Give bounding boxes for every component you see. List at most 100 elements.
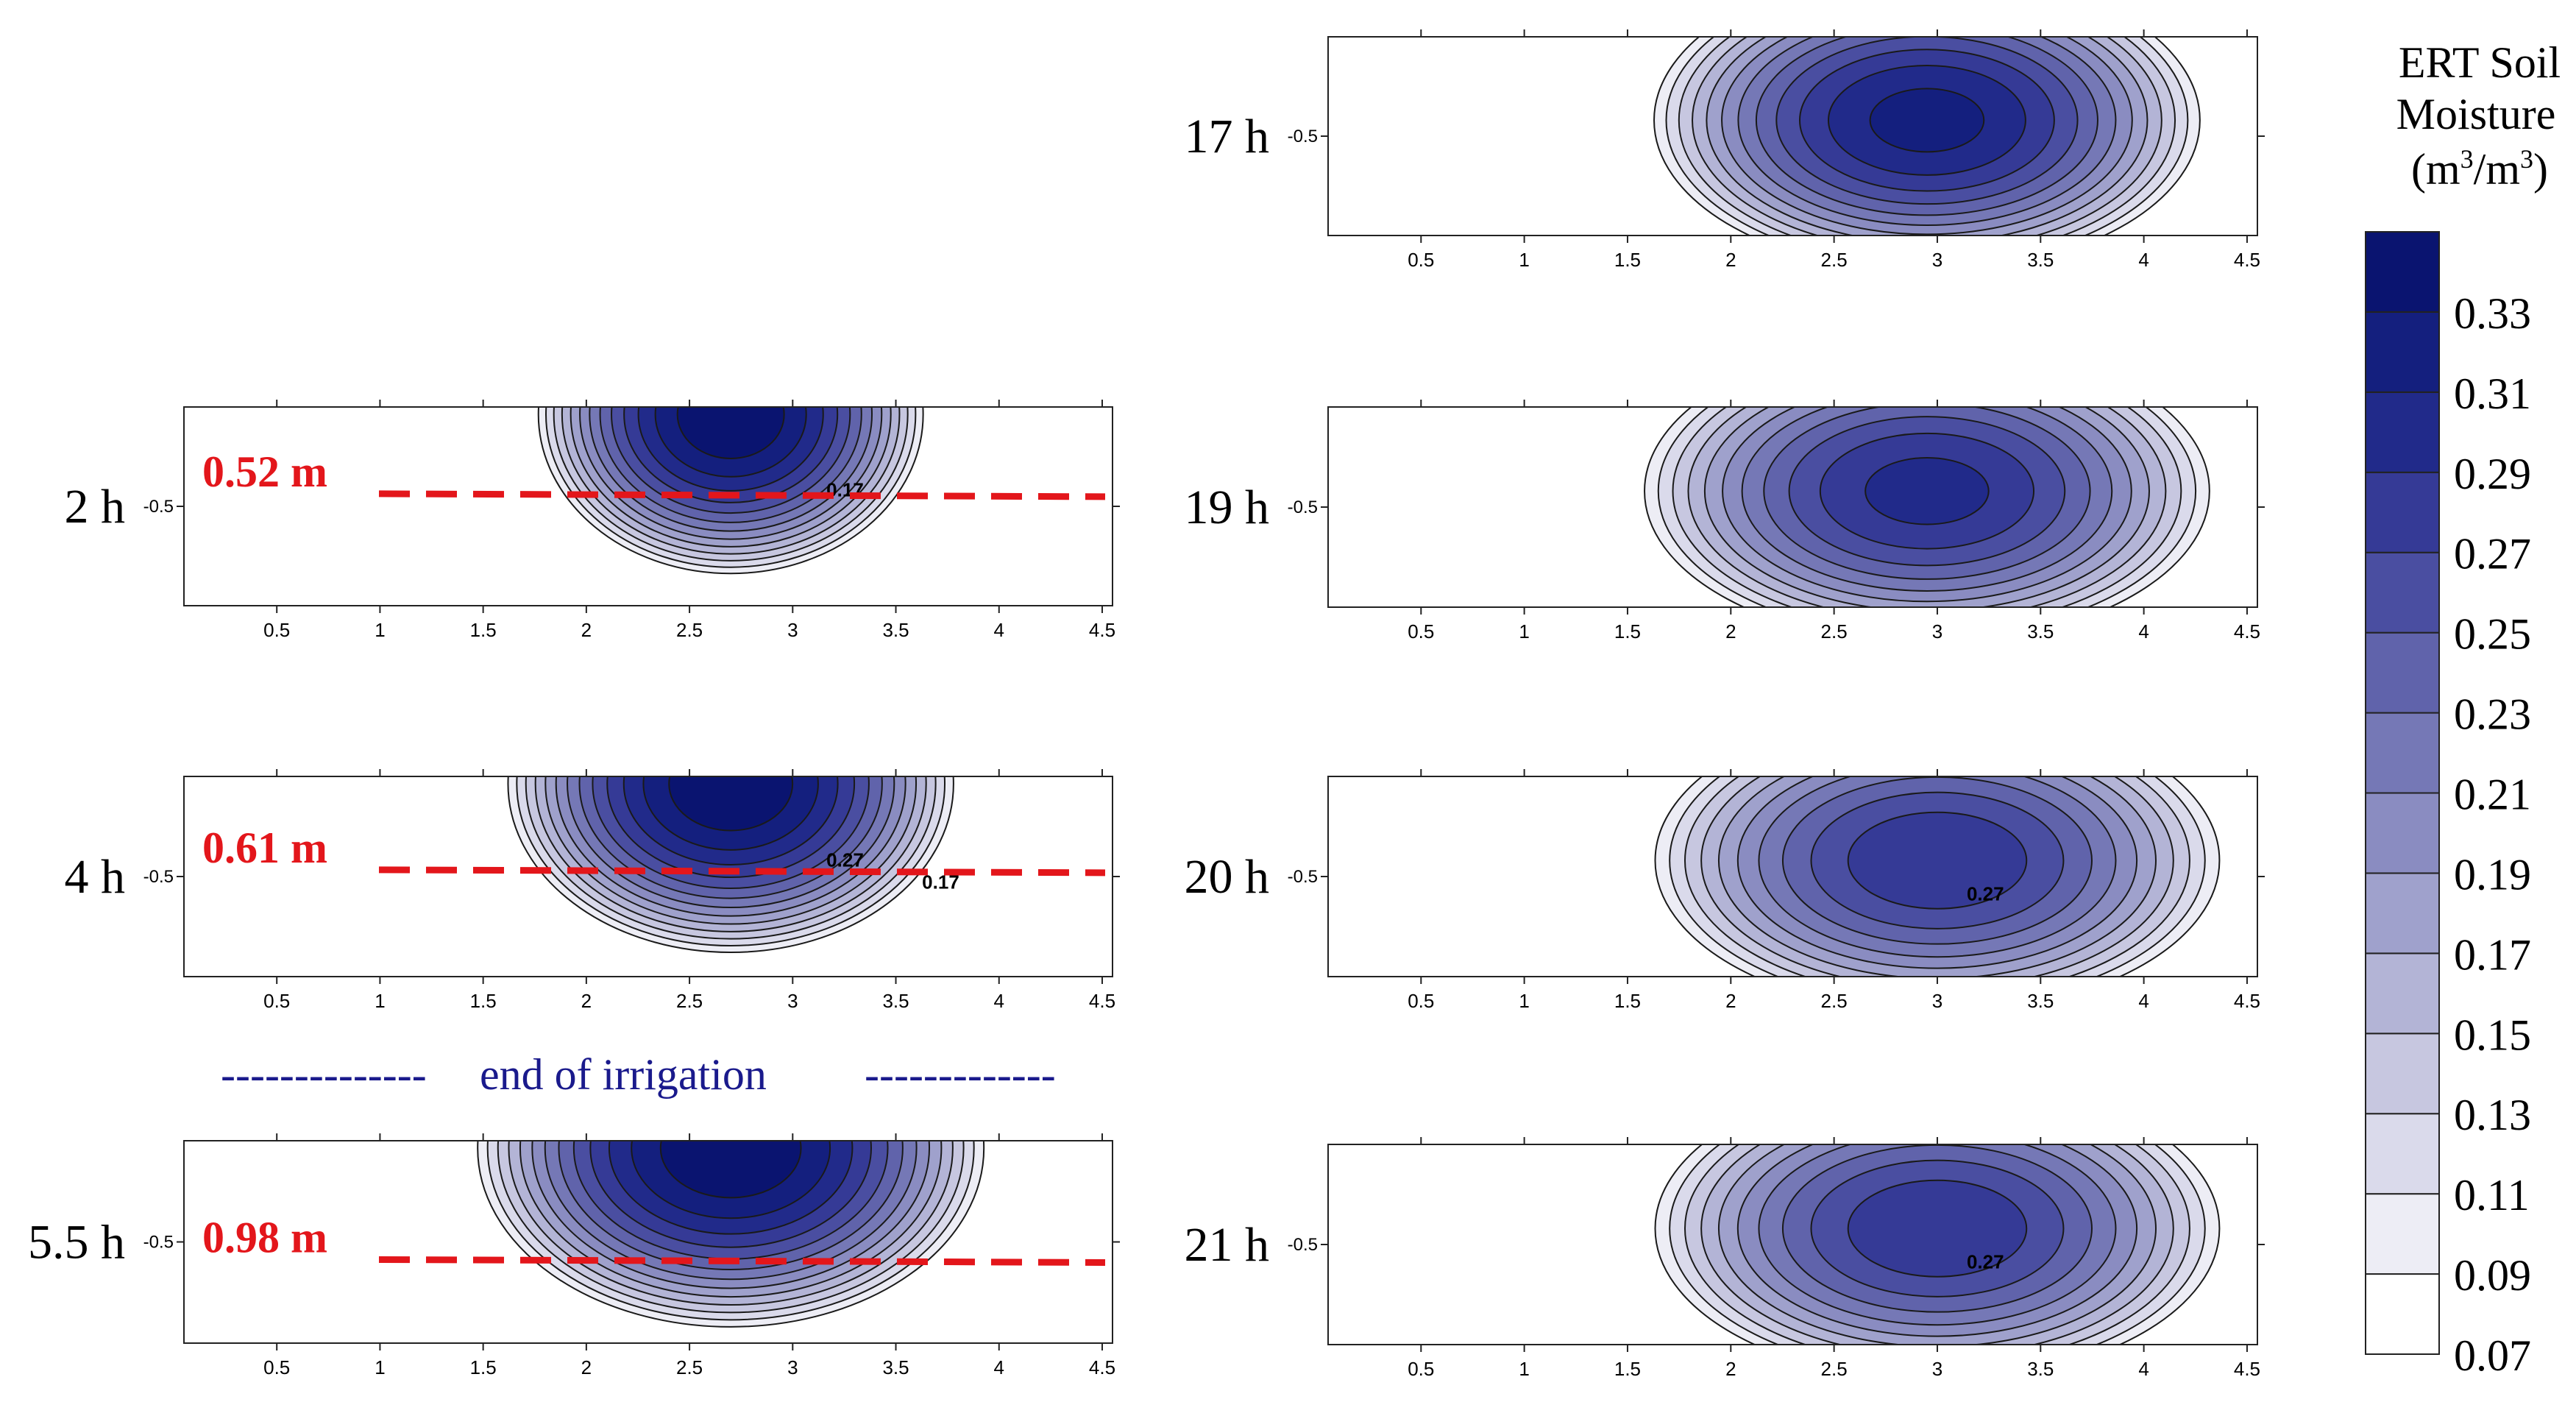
panel-1: 0.5 1 1.5 2 2.5 3 3.5 4 4.5-0.54 h 0.270.170.61 m [65,769,1120,1012]
panel-6: 0.5 1 1.5 2 2.5 3 3.5 4 4.5 -0.5 21 h 0.27 [1185,1137,2265,1380]
y-tick-label: -0.5 [143,1233,174,1253]
colorbar-swatch [2365,471,2440,553]
contour-band-13 [676,407,785,459]
x-tick-label: 3 [1932,249,1942,271]
colorbar-swatch [2365,712,2440,794]
x-tick-label: 0.5 [1408,620,1434,642]
x-tick-label: 3.5 [2027,249,2054,271]
panel-0-field [184,407,1113,606]
x-tick-label: 4 [2138,1358,2149,1380]
panel-5-field [1328,776,2257,977]
wetting-front-depth-label: 0.98 m [202,1213,327,1261]
x-tick-label: 0.5 [263,1356,290,1378]
x-tick-label: 3.5 [2027,990,2054,1012]
y-tick-label: -0.5 [1288,867,1318,887]
x-tick-label: 4.5 [2234,1358,2260,1380]
colorbar-tick-label: 0.19 [2454,850,2531,899]
colorbar-tick-label: 0.17 [2454,930,2531,979]
x-tick-label: 3 [787,1356,798,1378]
x-tick-label: 4.5 [1089,619,1115,641]
x-tick-label: 2.5 [676,619,703,641]
colorbar-tick-label: 0.09 [2454,1251,2531,1300]
panel-2-field [184,1141,1113,1343]
x-tick-label: 1 [1519,249,1529,271]
wetting-front-depth-label: 0.61 m [202,824,327,872]
x-tick-label: 1.5 [1614,249,1641,271]
x-tick-label: 3 [1932,990,1942,1012]
x-tick-label: 2 [581,990,592,1012]
x-tick-label: 0.5 [263,619,290,641]
x-tick-label: 1 [375,619,385,641]
colorbar-tick-label: 0.13 [2454,1091,2531,1139]
panel-4: 0.5 1 1.5 2 2.5 3 3.5 4 4.5 -0.5 19 h [1185,400,2265,642]
x-tick-label: 3.5 [882,990,909,1012]
colorbar-swatch [2365,1273,2440,1355]
colorbar-swatch [2365,872,2440,955]
x-tick-label: 1 [1519,1358,1529,1380]
colorbar-tick-label: 0.31 [2454,369,2531,418]
colorbar-title-line-2: Moisture [2396,90,2556,138]
x-tick-label: 4.5 [2234,990,2260,1012]
x-tick-label: 4 [994,619,1004,641]
x-tick-label: 3.5 [882,619,909,641]
panel-4-field [1328,407,2257,607]
x-tick-label: 1 [1519,990,1529,1012]
x-tick-label: 2 [1725,620,1736,642]
panel-time-label: 2 h [65,480,126,534]
contour-band-10 [1847,1179,2028,1278]
panel-3-field [1328,37,2257,236]
x-tick-label: 2.5 [1821,1358,1848,1380]
colorbar-swatch [2365,631,2440,714]
wetting-front-depth-line [378,490,1106,500]
colorbar-swatch [2365,391,2440,473]
x-tick-label: 4.5 [2234,620,2260,642]
x-tick-label: 2.5 [1821,620,1848,642]
x-tick-label: 1.5 [1614,990,1641,1012]
x-tick-label: 1.5 [470,619,497,641]
y-tick-label: -0.5 [1288,1235,1318,1255]
x-tick-label: 1.5 [470,1356,497,1378]
x-tick-label: 0.5 [263,990,290,1012]
contour-label: 0.27 [1967,883,2004,905]
x-tick-label: 4 [2138,990,2149,1012]
x-tick-label: 2 [1725,249,1736,271]
contour-label: 0.27 [826,849,864,871]
x-tick-label: 1 [1519,620,1529,642]
colorbar-swatch [2365,551,2440,634]
x-tick-label: 2 [581,619,592,641]
x-tick-label: 1 [375,1356,385,1378]
x-tick-label: 4 [994,990,1004,1012]
end-of-irrigation-label: end of irrigation [480,1050,767,1099]
x-tick-label: 1.5 [470,990,497,1012]
contour-band-13 [668,776,794,832]
x-tick-label: 4.5 [2234,249,2260,271]
x-tick-label: 1.5 [1614,620,1641,642]
panel-time-label: 19 h [1185,481,1270,534]
x-tick-label: 0.5 [1408,249,1434,271]
x-tick-label: 4.5 [1089,1356,1115,1378]
colorbar-swatch [2365,792,2440,874]
colorbar-swatch [2365,1193,2440,1275]
panel-time-label: 20 h [1185,850,1270,904]
contour-band-10 [1847,811,2028,910]
x-tick-label: 2.5 [1821,990,1848,1012]
x-tick-label: 2.5 [1821,249,1848,271]
x-tick-label: 4 [2138,620,2149,642]
panel-3: 0.5 1 1.5 2 2.5 3 3.5 4 4.5 -0.5 17 h [1185,29,2265,271]
x-tick-label: 0.5 [1408,990,1434,1012]
wetting-front-depth-line [378,1256,1106,1266]
x-tick-label: 1.5 [1614,1358,1641,1380]
x-tick-label: 3 [787,990,798,1012]
x-tick-label: 3.5 [2027,1358,2054,1380]
contour-label: 0.27 [1967,1251,2004,1273]
panel-time-label: 17 h [1185,110,1270,163]
x-tick-label: 3.5 [882,1356,909,1378]
x-tick-label: 4.5 [1089,990,1115,1012]
colorbar-tick-label: 0.33 [2454,289,2531,338]
contour-band-12 [1869,88,1985,153]
panel-time-label: 5.5 h [28,1216,125,1270]
colorbar-swatch [2365,952,2440,1035]
colorbar-tick-label: 0.21 [2454,771,2531,819]
colorbar-swatch [2365,1033,2440,1115]
end-of-irrigation-left-dashes: -------------- [221,1050,427,1099]
